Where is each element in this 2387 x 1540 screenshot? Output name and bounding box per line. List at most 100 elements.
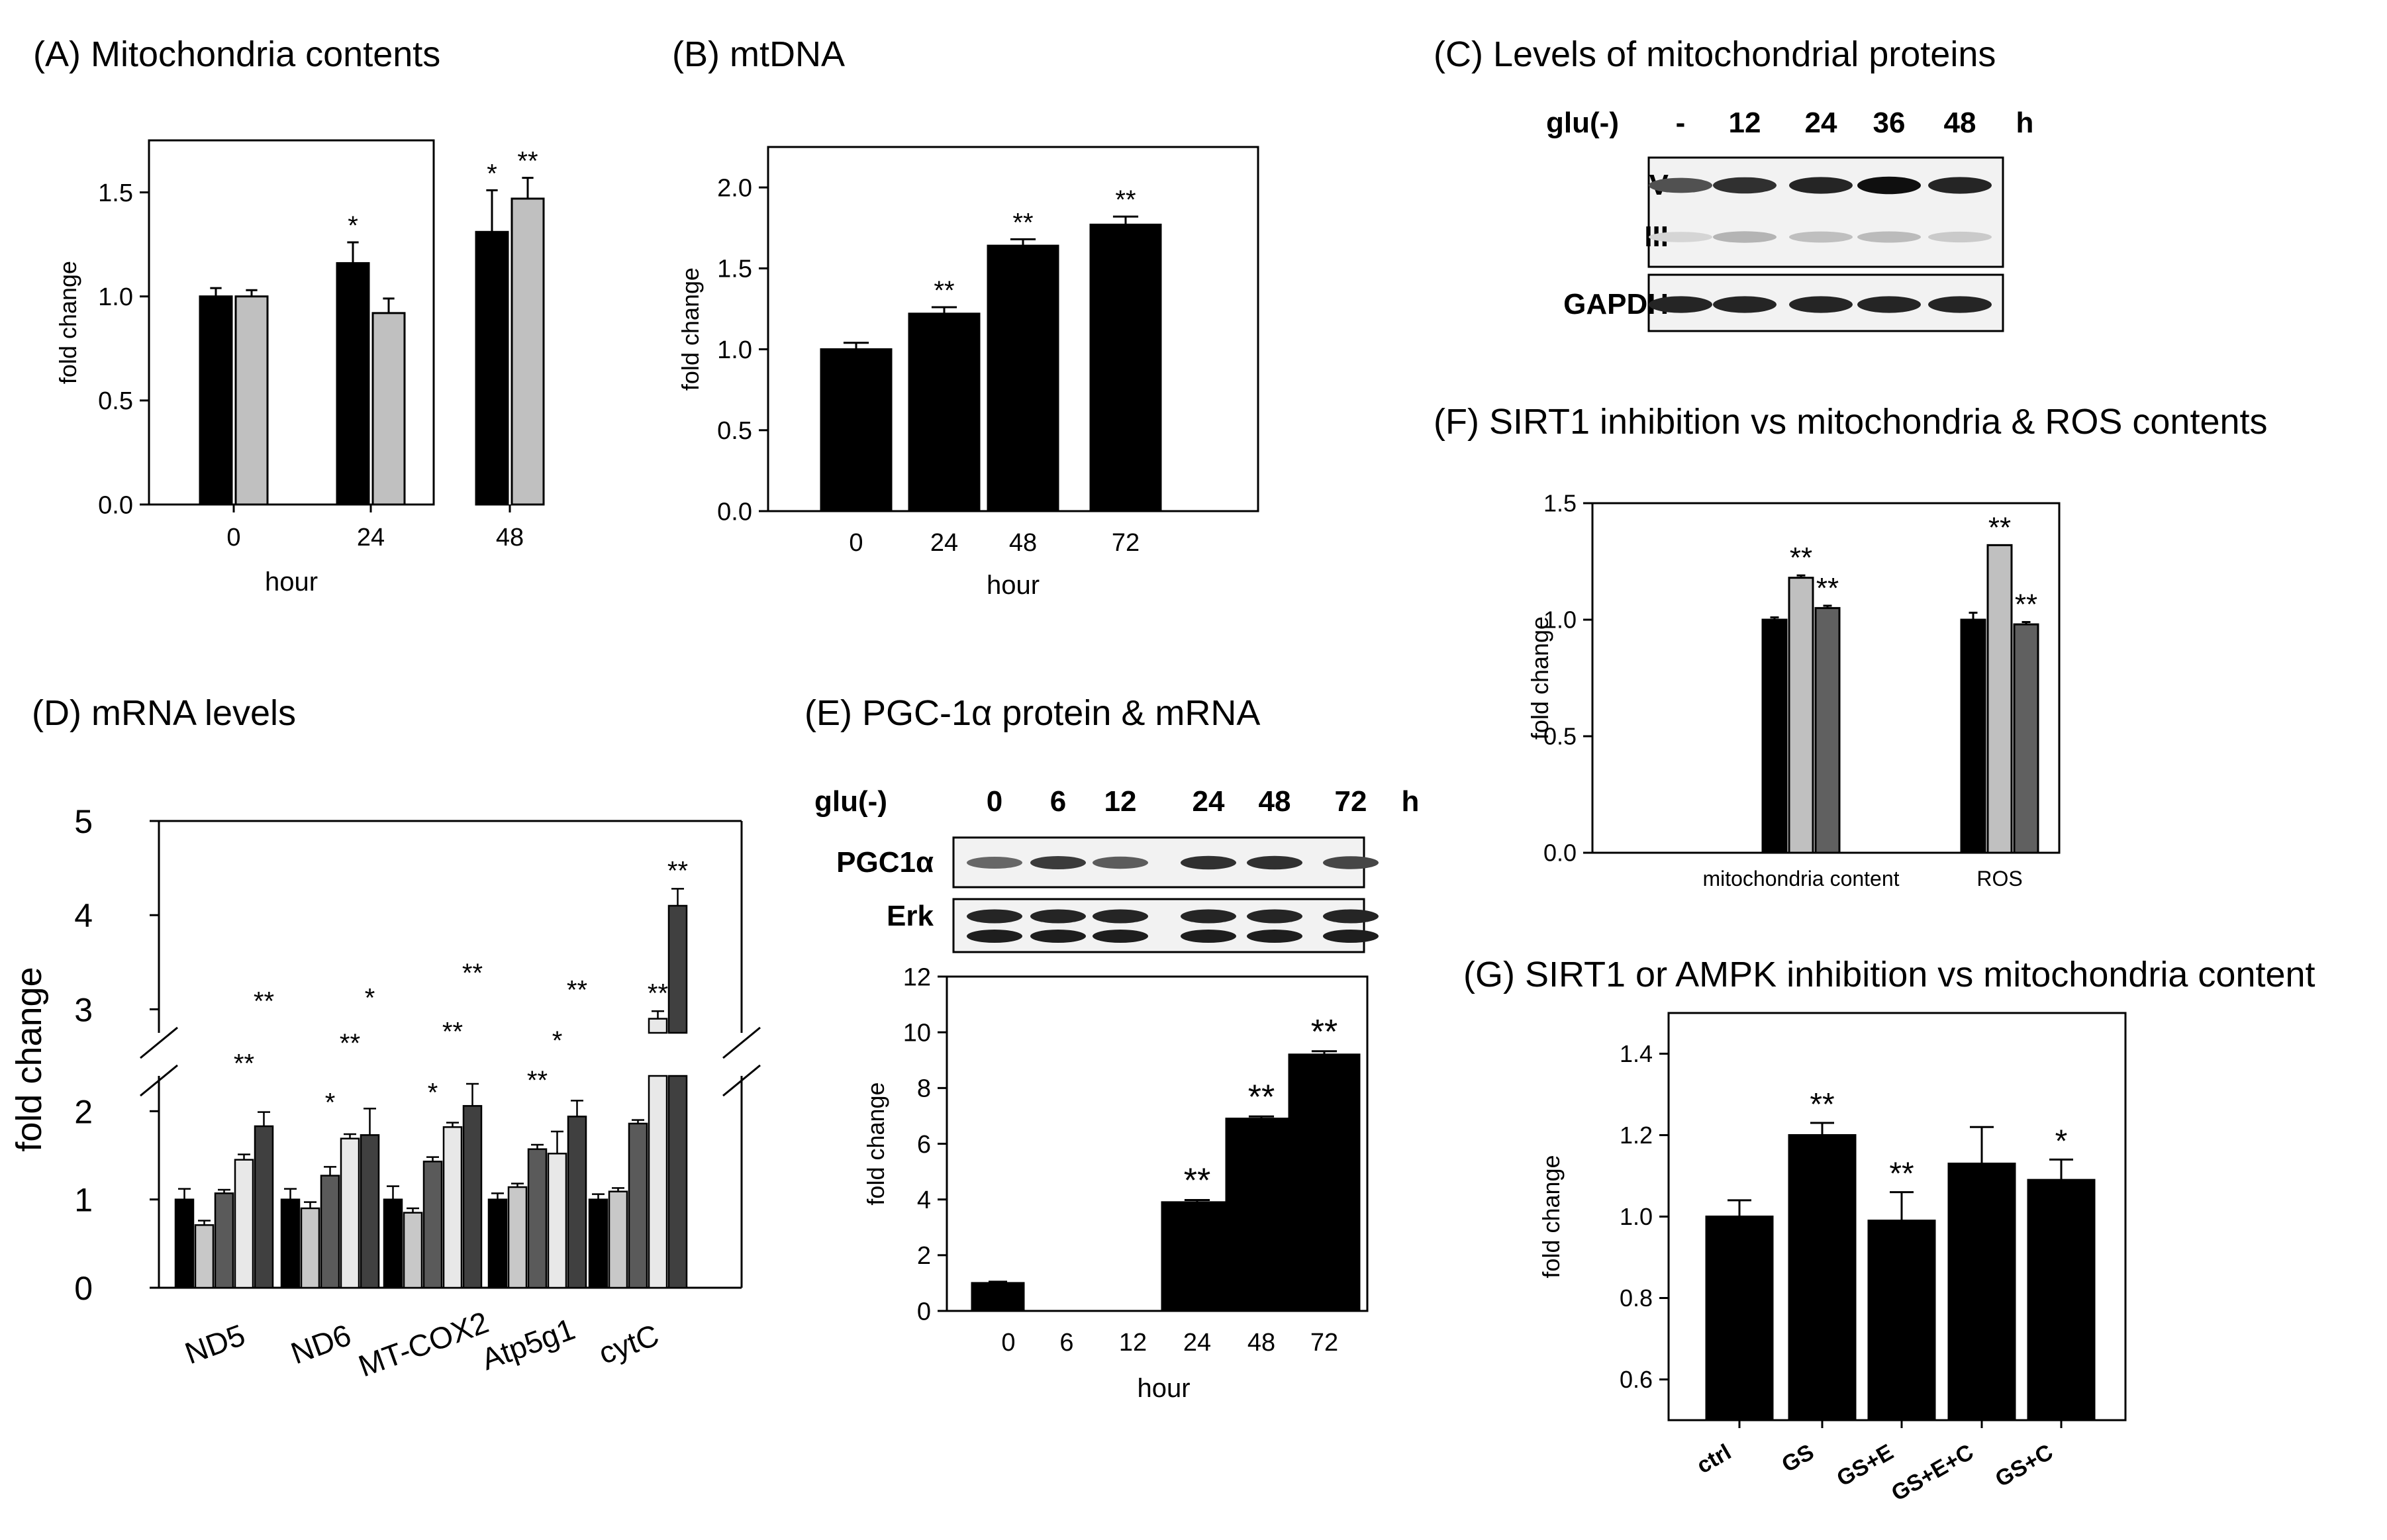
blot-row-label: PGC1α	[836, 846, 934, 879]
lane-label: 24	[1193, 785, 1225, 818]
lane-label: 24	[1805, 107, 1837, 139]
lane-label: 72	[1335, 785, 1367, 818]
y-tick-label: 1.0	[98, 283, 133, 311]
y-axis-label: fold change	[1537, 1155, 1565, 1278]
bar	[254, 1125, 274, 1289]
bar	[234, 295, 269, 506]
bar	[2027, 1179, 2096, 1421]
significance-mark: **	[934, 276, 954, 305]
y-tick-label: 4	[74, 897, 93, 934]
bar	[336, 262, 370, 506]
bar	[547, 1153, 567, 1289]
lane-label: 12	[1104, 785, 1137, 818]
y-tick-label: 2.0	[717, 174, 752, 202]
x-tick-label: 72	[1112, 529, 1140, 557]
bar	[1705, 1216, 1774, 1421]
panel-title: (C) Levels of mitochondrial proteins	[1434, 34, 1996, 74]
blot-band	[1247, 909, 1302, 924]
y-tick-label: 0.0	[717, 498, 752, 526]
blot-band	[1030, 856, 1086, 869]
x-tick-label: ctrl	[1692, 1439, 1735, 1478]
x-tick-label: GS+C	[1991, 1439, 2057, 1492]
axis-break	[722, 1064, 761, 1097]
x-tick-label: 24	[930, 529, 958, 557]
blot-header-label: glu(-)	[1546, 107, 1619, 139]
y-tick-label: 5	[74, 803, 93, 840]
axis-break	[722, 1026, 761, 1059]
blot-band	[1323, 909, 1379, 924]
blot-band	[1181, 909, 1236, 924]
x-axis-label: hour	[1137, 1374, 1190, 1403]
significance-mark: **	[1115, 185, 1136, 215]
y-tick-label: 0.0	[98, 491, 133, 519]
bar	[422, 1161, 443, 1289]
y-tick-label: 3	[74, 991, 93, 1028]
x-tick-label: GS	[1777, 1439, 1818, 1477]
x-tick-label: 48	[1009, 529, 1037, 557]
significance-mark: **	[234, 1049, 254, 1079]
bar	[199, 295, 233, 506]
bar	[174, 1198, 195, 1289]
blot-band	[1857, 176, 1921, 195]
bar	[1788, 1134, 1857, 1421]
panel-G: (G) SIRT1 or AMPK inhibition vs mitochon…	[1463, 955, 2315, 1506]
bar	[908, 313, 981, 512]
significance-mark: *	[325, 1088, 336, 1117]
bar	[1761, 618, 1788, 854]
bar	[383, 1198, 403, 1289]
blot-band	[1713, 177, 1777, 194]
blot-band	[1323, 856, 1379, 869]
significance-mark: **	[567, 975, 587, 1004]
blot-band	[967, 930, 1022, 943]
significance-mark: **	[1248, 1078, 1275, 1116]
blot-frame	[952, 898, 1365, 953]
bar	[360, 1134, 380, 1289]
blot-band	[1649, 296, 1712, 313]
bar	[442, 1126, 463, 1289]
bar	[667, 1075, 688, 1289]
bar	[608, 1190, 628, 1289]
bar	[648, 1018, 668, 1034]
y-tick-label: 10	[903, 1019, 931, 1047]
x-tick-label: 12	[1119, 1329, 1147, 1357]
bar	[971, 1282, 1025, 1312]
y-axis-label: fold change	[677, 267, 704, 391]
y-tick-label: 0.5	[98, 387, 133, 415]
y-tick-label: 1.0	[1543, 606, 1577, 634]
blot-band	[1857, 231, 1921, 243]
y-tick-label: 1.4	[1620, 1040, 1653, 1067]
bar	[2013, 623, 2039, 854]
blot-band	[1713, 296, 1777, 313]
bar	[1986, 544, 2013, 854]
y-tick-label: 1.5	[1543, 490, 1577, 517]
blot-row-label: Erk	[887, 900, 934, 932]
bar	[567, 1116, 587, 1289]
y-tick-label: 0.0	[1543, 840, 1577, 867]
significance-mark: *	[348, 211, 358, 240]
bar	[475, 230, 509, 506]
blot-band	[1093, 930, 1148, 943]
significance-mark: **	[1012, 208, 1033, 237]
bar	[588, 1198, 609, 1289]
bar	[462, 1105, 483, 1289]
bar	[1225, 1118, 1298, 1312]
y-axis-label: fold change	[54, 261, 81, 384]
blot-unit: h	[2016, 107, 2034, 139]
blot-band	[1789, 177, 1853, 194]
significance-mark: **	[1311, 1013, 1338, 1051]
panel-title: (A) Mitochondria contents	[33, 34, 440, 74]
y-axis-label: fold change	[9, 967, 49, 1151]
x-tick-label: mitochondria content	[1702, 867, 1899, 890]
x-tick-label: ND5	[180, 1318, 249, 1371]
panel-F: (F) SIRT1 inhibition vs mitochondria & R…	[1434, 402, 2268, 890]
lane-label: 12	[1729, 107, 1761, 139]
significance-mark: **	[2015, 589, 2037, 621]
y-tick-label: 0.5	[1543, 723, 1577, 750]
blot-band	[1857, 296, 1921, 313]
bar	[1960, 618, 1986, 854]
y-tick-label: 0	[917, 1298, 931, 1325]
significance-mark: **	[442, 1018, 463, 1047]
bar	[194, 1224, 215, 1289]
blot-band	[1323, 930, 1379, 943]
